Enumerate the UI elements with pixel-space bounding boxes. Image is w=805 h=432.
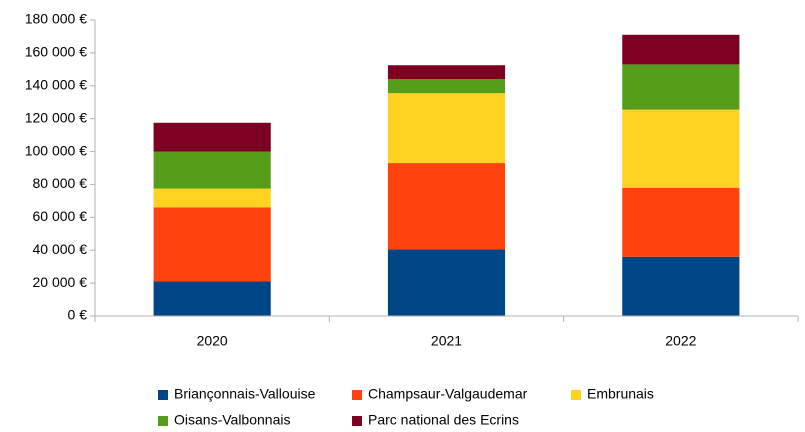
- legend-swatch: [352, 416, 362, 426]
- bar-segment: [622, 34, 740, 65]
- bar-segment: [622, 256, 740, 316]
- legend-label: Briançonnais-Vallouise: [174, 386, 316, 402]
- bar-segment: [153, 281, 271, 316]
- legend-swatch: [158, 390, 168, 400]
- legend-label: Embrunais: [587, 386, 654, 402]
- y-tick-label: 140 000 €: [25, 76, 87, 92]
- y-tick-label: 80 000 €: [33, 175, 88, 191]
- y-tick-label: 40 000 €: [33, 241, 88, 257]
- legend-swatch: [158, 416, 168, 426]
- y-tick-label: 120 000 €: [25, 109, 87, 125]
- bar-segment: [622, 109, 740, 188]
- bar-segment: [153, 151, 271, 189]
- y-tick-label: 160 000 €: [25, 44, 87, 60]
- bar-segment: [622, 64, 740, 110]
- bar-segment: [387, 163, 506, 250]
- x-tick-label: 2021: [431, 333, 462, 349]
- bar-segment: [622, 187, 740, 257]
- y-tick-label: 100 000 €: [25, 142, 87, 158]
- bar-segment: [387, 249, 506, 316]
- bar-segment: [387, 65, 506, 80]
- y-tick-label: 60 000 €: [33, 208, 88, 224]
- y-tick-label: 20 000 €: [33, 274, 88, 290]
- bar-segment: [153, 207, 271, 282]
- legend-label: Oisans-Valbonnais: [174, 412, 290, 428]
- y-tick-label: 0 €: [68, 307, 88, 323]
- y-tick-label: 180 000 €: [25, 11, 87, 27]
- legend-swatch: [352, 390, 362, 400]
- x-tick-label: 2020: [197, 333, 228, 349]
- legend-swatch: [571, 390, 581, 400]
- x-tick-label: 2022: [665, 333, 696, 349]
- bar-segment: [387, 79, 506, 94]
- legend-label: Champsaur-Valgaudemar: [368, 386, 528, 402]
- bar-segment: [153, 122, 271, 152]
- legend-label: Parc national des Ecrins: [368, 412, 519, 428]
- bar-segment: [153, 188, 271, 208]
- bar-segment: [387, 93, 506, 164]
